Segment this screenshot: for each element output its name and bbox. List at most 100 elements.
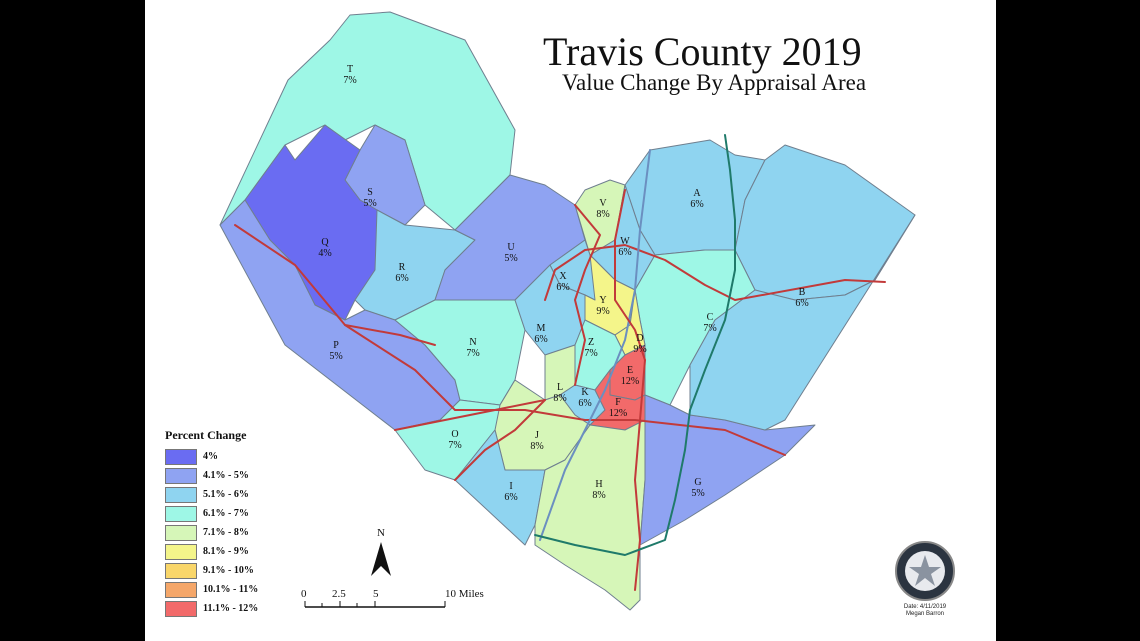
- area-code-Z: Z: [588, 337, 594, 348]
- credit-date: Date: 4/11/2019: [903, 604, 947, 610]
- area-code-A: A: [693, 188, 701, 199]
- area-code-G: G: [694, 477, 701, 488]
- map-credit: Date: 4/11/2019 Megan Barron: [885, 604, 965, 618]
- road-290: [394, 399, 546, 431]
- legend-item: 8.1% - 9%: [165, 542, 258, 561]
- area-code-B: B: [799, 287, 806, 298]
- legend-label: 11.1% - 12%: [203, 603, 259, 614]
- legend-item: 5.1% - 6%: [165, 485, 258, 504]
- area-B: [734, 144, 916, 301]
- area-value-X: 6%: [556, 282, 569, 293]
- legend-label: 6.1% - 7%: [203, 508, 249, 519]
- area-code-T: T: [347, 64, 353, 75]
- legend-label: 7.1% - 8%: [203, 527, 249, 538]
- map-subtitle: Value Change By Appraisal Area: [562, 70, 867, 95]
- area-code-R: R: [399, 262, 406, 273]
- area-code-Q: Q: [321, 237, 329, 248]
- legend-swatch: [165, 600, 197, 617]
- legend-label: 8.1% - 9%: [203, 546, 249, 557]
- area-value-Y: 9%: [596, 306, 609, 317]
- legend-item: 4.1% - 5%: [165, 466, 258, 485]
- area-code-L: L: [557, 382, 563, 393]
- legend-item: 6.1% - 7%: [165, 504, 258, 523]
- toll-130: [534, 134, 736, 556]
- credit-author: Megan Barron: [905, 611, 945, 617]
- legend-title: Percent Change: [165, 428, 247, 442]
- legend-swatch: [165, 505, 197, 522]
- area-value-V: 8%: [596, 209, 609, 220]
- area-value-G: 5%: [691, 488, 704, 499]
- legend-swatch: [165, 467, 197, 484]
- road-i35: [539, 149, 651, 541]
- legend-swatch: [165, 448, 197, 465]
- area-code-X: X: [559, 271, 567, 282]
- area-value-Q: 4%: [318, 248, 331, 259]
- area-H: [534, 419, 646, 611]
- county-map: T7%S5%Q4%R6%U5%V8%A6%W6%X6%Y9%B6%C7%D9%M…: [219, 11, 916, 611]
- road-71: [344, 324, 786, 456]
- scale-tick-3: 10 Miles: [445, 588, 484, 600]
- legend-swatch: [165, 581, 197, 598]
- area-value-K: 6%: [578, 398, 591, 409]
- area-value-L: 8%: [553, 393, 566, 404]
- area-code-S: S: [367, 187, 373, 198]
- legend: Percent Change 4% 4.1% - 5% 5.1% - 6% 6.…: [165, 428, 258, 618]
- area-code-K: K: [581, 387, 589, 398]
- area-value-U: 5%: [504, 253, 517, 264]
- area-value-F: 12%: [609, 408, 627, 419]
- area-value-I: 6%: [504, 492, 517, 503]
- area-value-T: 7%: [343, 75, 356, 86]
- legend-label: 10.1% - 11%: [203, 584, 259, 595]
- area-value-A: 6%: [690, 199, 703, 210]
- area-value-B: 6%: [795, 298, 808, 309]
- area-value-E: 12%: [621, 376, 639, 387]
- area-code-I: I: [509, 481, 512, 492]
- legend-item: 9.1% - 10%: [165, 561, 258, 580]
- legend-label: 4%: [203, 451, 218, 462]
- area-value-W: 6%: [618, 247, 631, 258]
- legend-label: 4.1% - 5%: [203, 470, 249, 481]
- scale-tick-2: 5: [373, 588, 379, 600]
- area-value-H: 8%: [592, 490, 605, 501]
- map-stage: T 7% S 5% Q 4% R 6% U 5% V 8% A 6% W 6% X 6% Y 9% B 6% C 7% D 9% M…: [145, 0, 996, 641]
- legend-label: 5.1% - 6%: [203, 489, 249, 500]
- legend-item: 11.1% - 12%: [165, 599, 258, 618]
- legend-item: 4%: [165, 447, 258, 466]
- area-value-J: 8%: [530, 441, 543, 452]
- appraisal-district-seal-icon: [895, 541, 955, 601]
- area-code-D: D: [636, 333, 643, 344]
- legend-swatch: [165, 543, 197, 560]
- north-label: N: [377, 527, 385, 539]
- area-value-S: 5%: [363, 198, 376, 209]
- area-code-P: P: [333, 340, 339, 351]
- scale-tick-1: 2.5: [332, 588, 346, 600]
- area-code-H: H: [595, 479, 602, 490]
- scale-tick-0: 0: [301, 588, 307, 600]
- area-code-N: N: [469, 337, 476, 348]
- legend-swatch: [165, 486, 197, 503]
- area-value-M: 6%: [534, 334, 547, 345]
- legend-swatch: [165, 524, 197, 541]
- area-value-R: 6%: [395, 273, 408, 284]
- legend-item: 7.1% - 8%: [165, 523, 258, 542]
- area-code-W: W: [620, 236, 630, 247]
- area-code-V: V: [599, 198, 607, 209]
- area-value-O: 7%: [448, 440, 461, 451]
- north-arrow-icon: [371, 542, 391, 576]
- area-code-U: U: [507, 242, 515, 253]
- area-code-J: J: [535, 430, 539, 441]
- area-code-O: O: [451, 429, 458, 440]
- area-value-Z: 7%: [584, 348, 597, 359]
- area-code-Y: Y: [599, 295, 606, 306]
- area-value-D: 9%: [633, 344, 646, 355]
- legend-label: 9.1% - 10%: [203, 565, 254, 576]
- area-code-C: C: [707, 312, 714, 323]
- area-value-P: 5%: [329, 351, 342, 362]
- area-east: [689, 214, 916, 431]
- area-code-F: F: [615, 397, 621, 408]
- road-mopac: [614, 189, 646, 591]
- road-ring: [544, 244, 886, 301]
- legend-item: 10.1% - 11%: [165, 580, 258, 599]
- road-north: [574, 204, 601, 386]
- area-code-E: E: [627, 365, 633, 376]
